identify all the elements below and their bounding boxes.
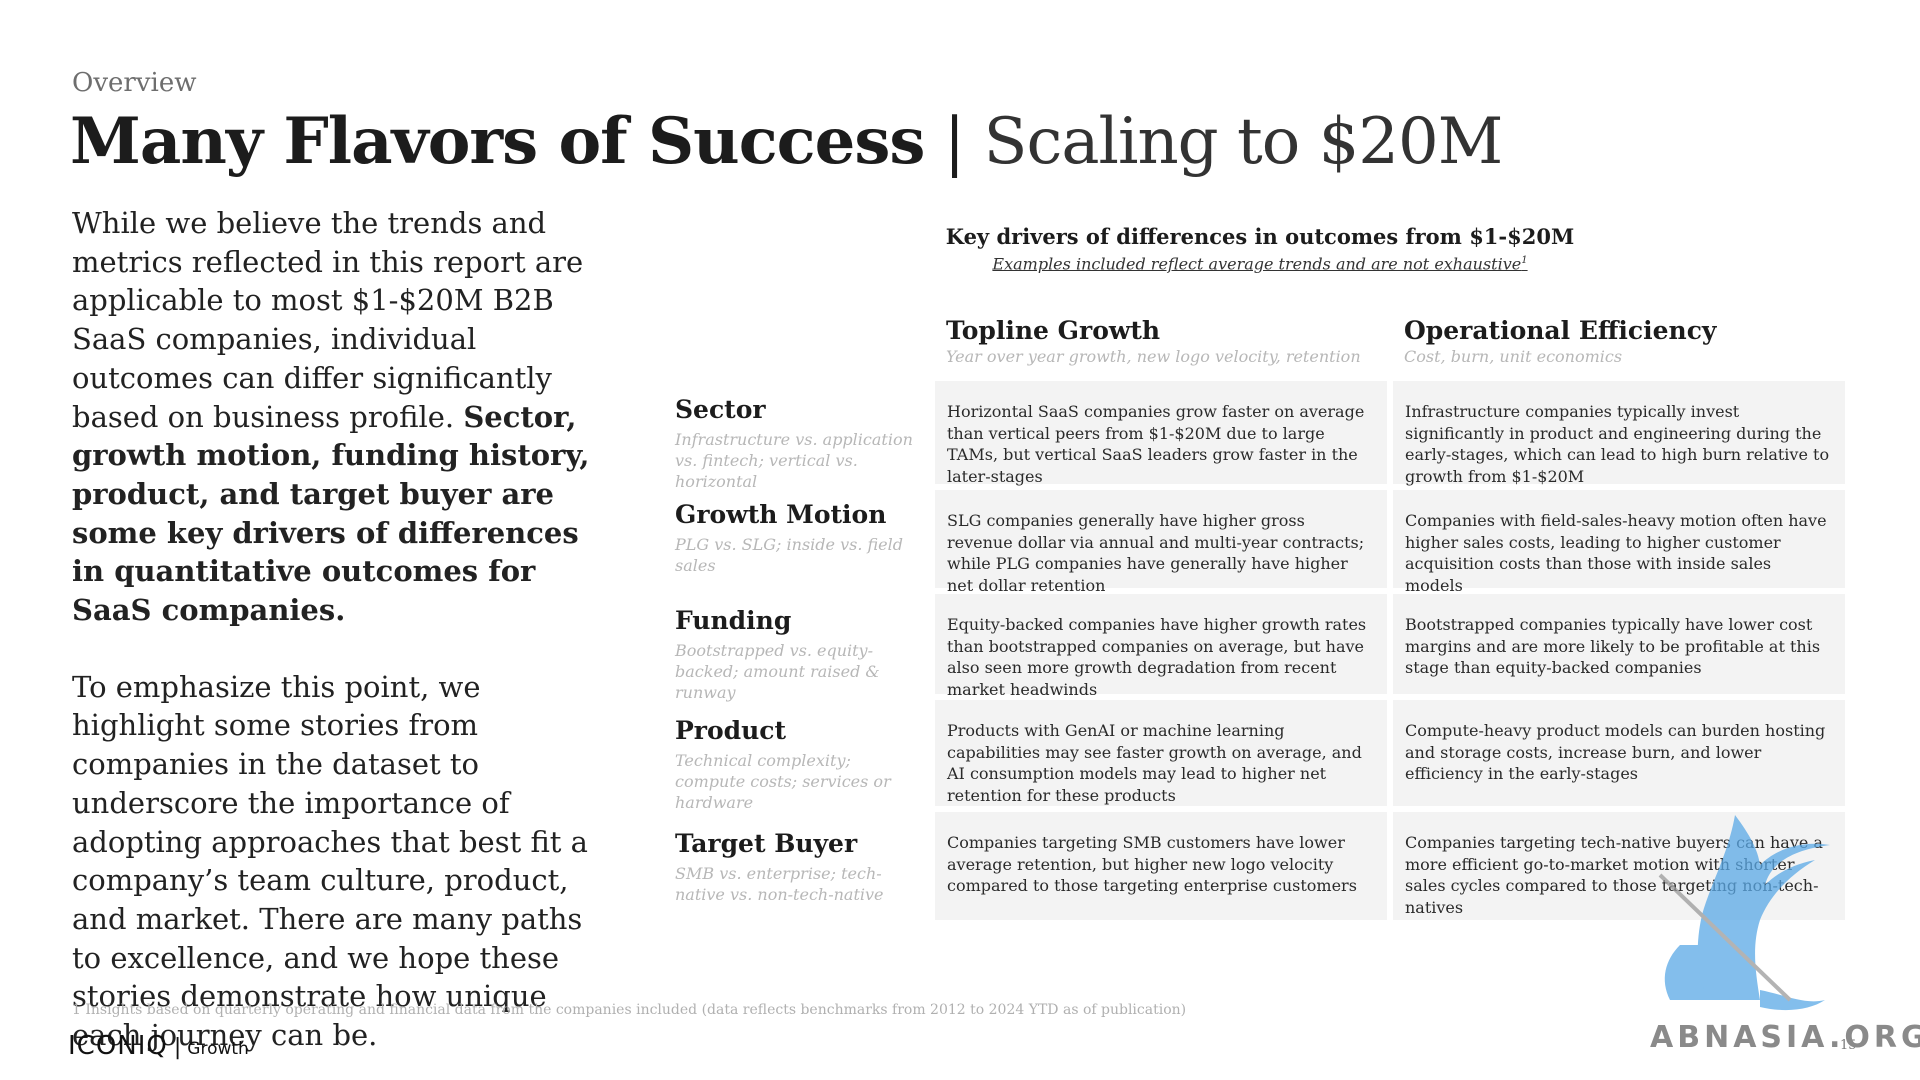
column-header-efficiency: Operational Efficiency Cost, burn, unit … — [1404, 316, 1854, 368]
table-title: Key drivers of differences in outcomes f… — [945, 224, 1575, 249]
cell-sector-efficiency: Infrastructure companies typically inves… — [1393, 381, 1845, 486]
watermark-text: ABNASIA.ORG — [1650, 1020, 1920, 1055]
brand-name: ICONIQ — [68, 1031, 168, 1061]
title-separator: | — [943, 105, 966, 179]
eyebrow: Overview — [72, 68, 197, 98]
cell-funding-growth: Equity-backed companies have higher grow… — [935, 594, 1387, 699]
title-main: Many Flavors of Success — [70, 104, 925, 179]
table-subtitle: Examples included reflect average trends… — [880, 250, 1640, 275]
brand-separator: | — [173, 1035, 182, 1060]
row-heading: Sector — [675, 395, 766, 424]
row-heading: Funding — [675, 606, 792, 635]
cell-sector-growth: Horizontal SaaS companies grow faster on… — [935, 381, 1387, 486]
cell-target-buyer-efficiency: Companies targeting tech-native buyers c… — [1393, 812, 1845, 920]
column-header-growth: Topline Growth Year over year growth, ne… — [946, 316, 1396, 368]
footnote-marker: 1 — [1521, 255, 1528, 266]
table-header: Key drivers of differences in outcomes f… — [880, 224, 1640, 275]
cell-product-growth: Products with GenAI or machine learning … — [935, 700, 1387, 806]
cell-target-buyer-growth: Companies targeting SMB customers have l… — [935, 812, 1387, 920]
row-label-funding: Funding Bootstrapped vs. equity-backed; … — [675, 606, 925, 703]
cell-funding-efficiency: Bootstrapped companies typically have lo… — [1393, 594, 1845, 694]
row-label-product: Product Technical complexity; compute co… — [675, 716, 925, 813]
column-subheading: Year over year growth, new logo velocity… — [946, 347, 1361, 366]
row-label-sector: Sector Infrastructure vs. application vs… — [675, 395, 925, 492]
row-heading: Growth Motion — [675, 500, 887, 529]
column-heading: Topline Growth — [946, 316, 1161, 345]
page-title: Many Flavors of Success | Scaling to $20… — [70, 100, 1504, 184]
table-subtitle-text: Examples included reflect average trends… — [992, 254, 1522, 274]
row-subheading: Bootstrapped vs. equity-backed; amount r… — [675, 641, 880, 702]
row-label-growth-motion: Growth Motion PLG vs. SLG; inside vs. fi… — [675, 500, 925, 576]
cell-growth-motion-efficiency: Companies with field-sales-heavy motion … — [1393, 490, 1845, 595]
title-sub: Scaling to $20M — [983, 105, 1504, 179]
column-subheading: Cost, burn, unit economics — [1404, 347, 1623, 366]
row-subheading: PLG vs. SLG; inside vs. field sales — [675, 535, 903, 575]
page-number: 15 — [1840, 1038, 1857, 1053]
row-heading: Product — [675, 716, 787, 745]
cell-product-efficiency: Compute-heavy product models can burden … — [1393, 700, 1845, 806]
griffin-logo-icon — [1658, 815, 1830, 1011]
row-subheading: Infrastructure vs. application vs. finte… — [675, 430, 913, 491]
intro-paragraph-2: To emphasize this point, we highlight so… — [72, 669, 588, 1053]
intro-text: While we believe the trends and metrics … — [72, 204, 612, 1055]
row-subheading: SMB vs. enterprise; tech-native vs. non-… — [675, 864, 884, 904]
intro-normal-text: While we believe the trends and metrics … — [72, 206, 584, 434]
row-label-target-buyer: Target Buyer SMB vs. enterprise; tech-na… — [675, 829, 925, 905]
row-subheading: Technical complexity; compute costs; ser… — [675, 751, 891, 812]
intro-paragraph-1: While we believe the trends and metrics … — [72, 204, 612, 630]
footnote: 1 Insights based on quarterly operating … — [72, 1002, 1187, 1018]
row-heading: Target Buyer — [675, 829, 858, 858]
brand-unit: Growth — [187, 1039, 249, 1059]
cell-growth-motion-growth: SLG companies generally have higher gros… — [935, 490, 1387, 595]
column-heading: Operational Efficiency — [1404, 316, 1717, 345]
brand-logo: ICONIQ | Growth — [68, 1031, 249, 1061]
intro-bold-text: Sector, growth motion, funding history, … — [72, 399, 590, 628]
